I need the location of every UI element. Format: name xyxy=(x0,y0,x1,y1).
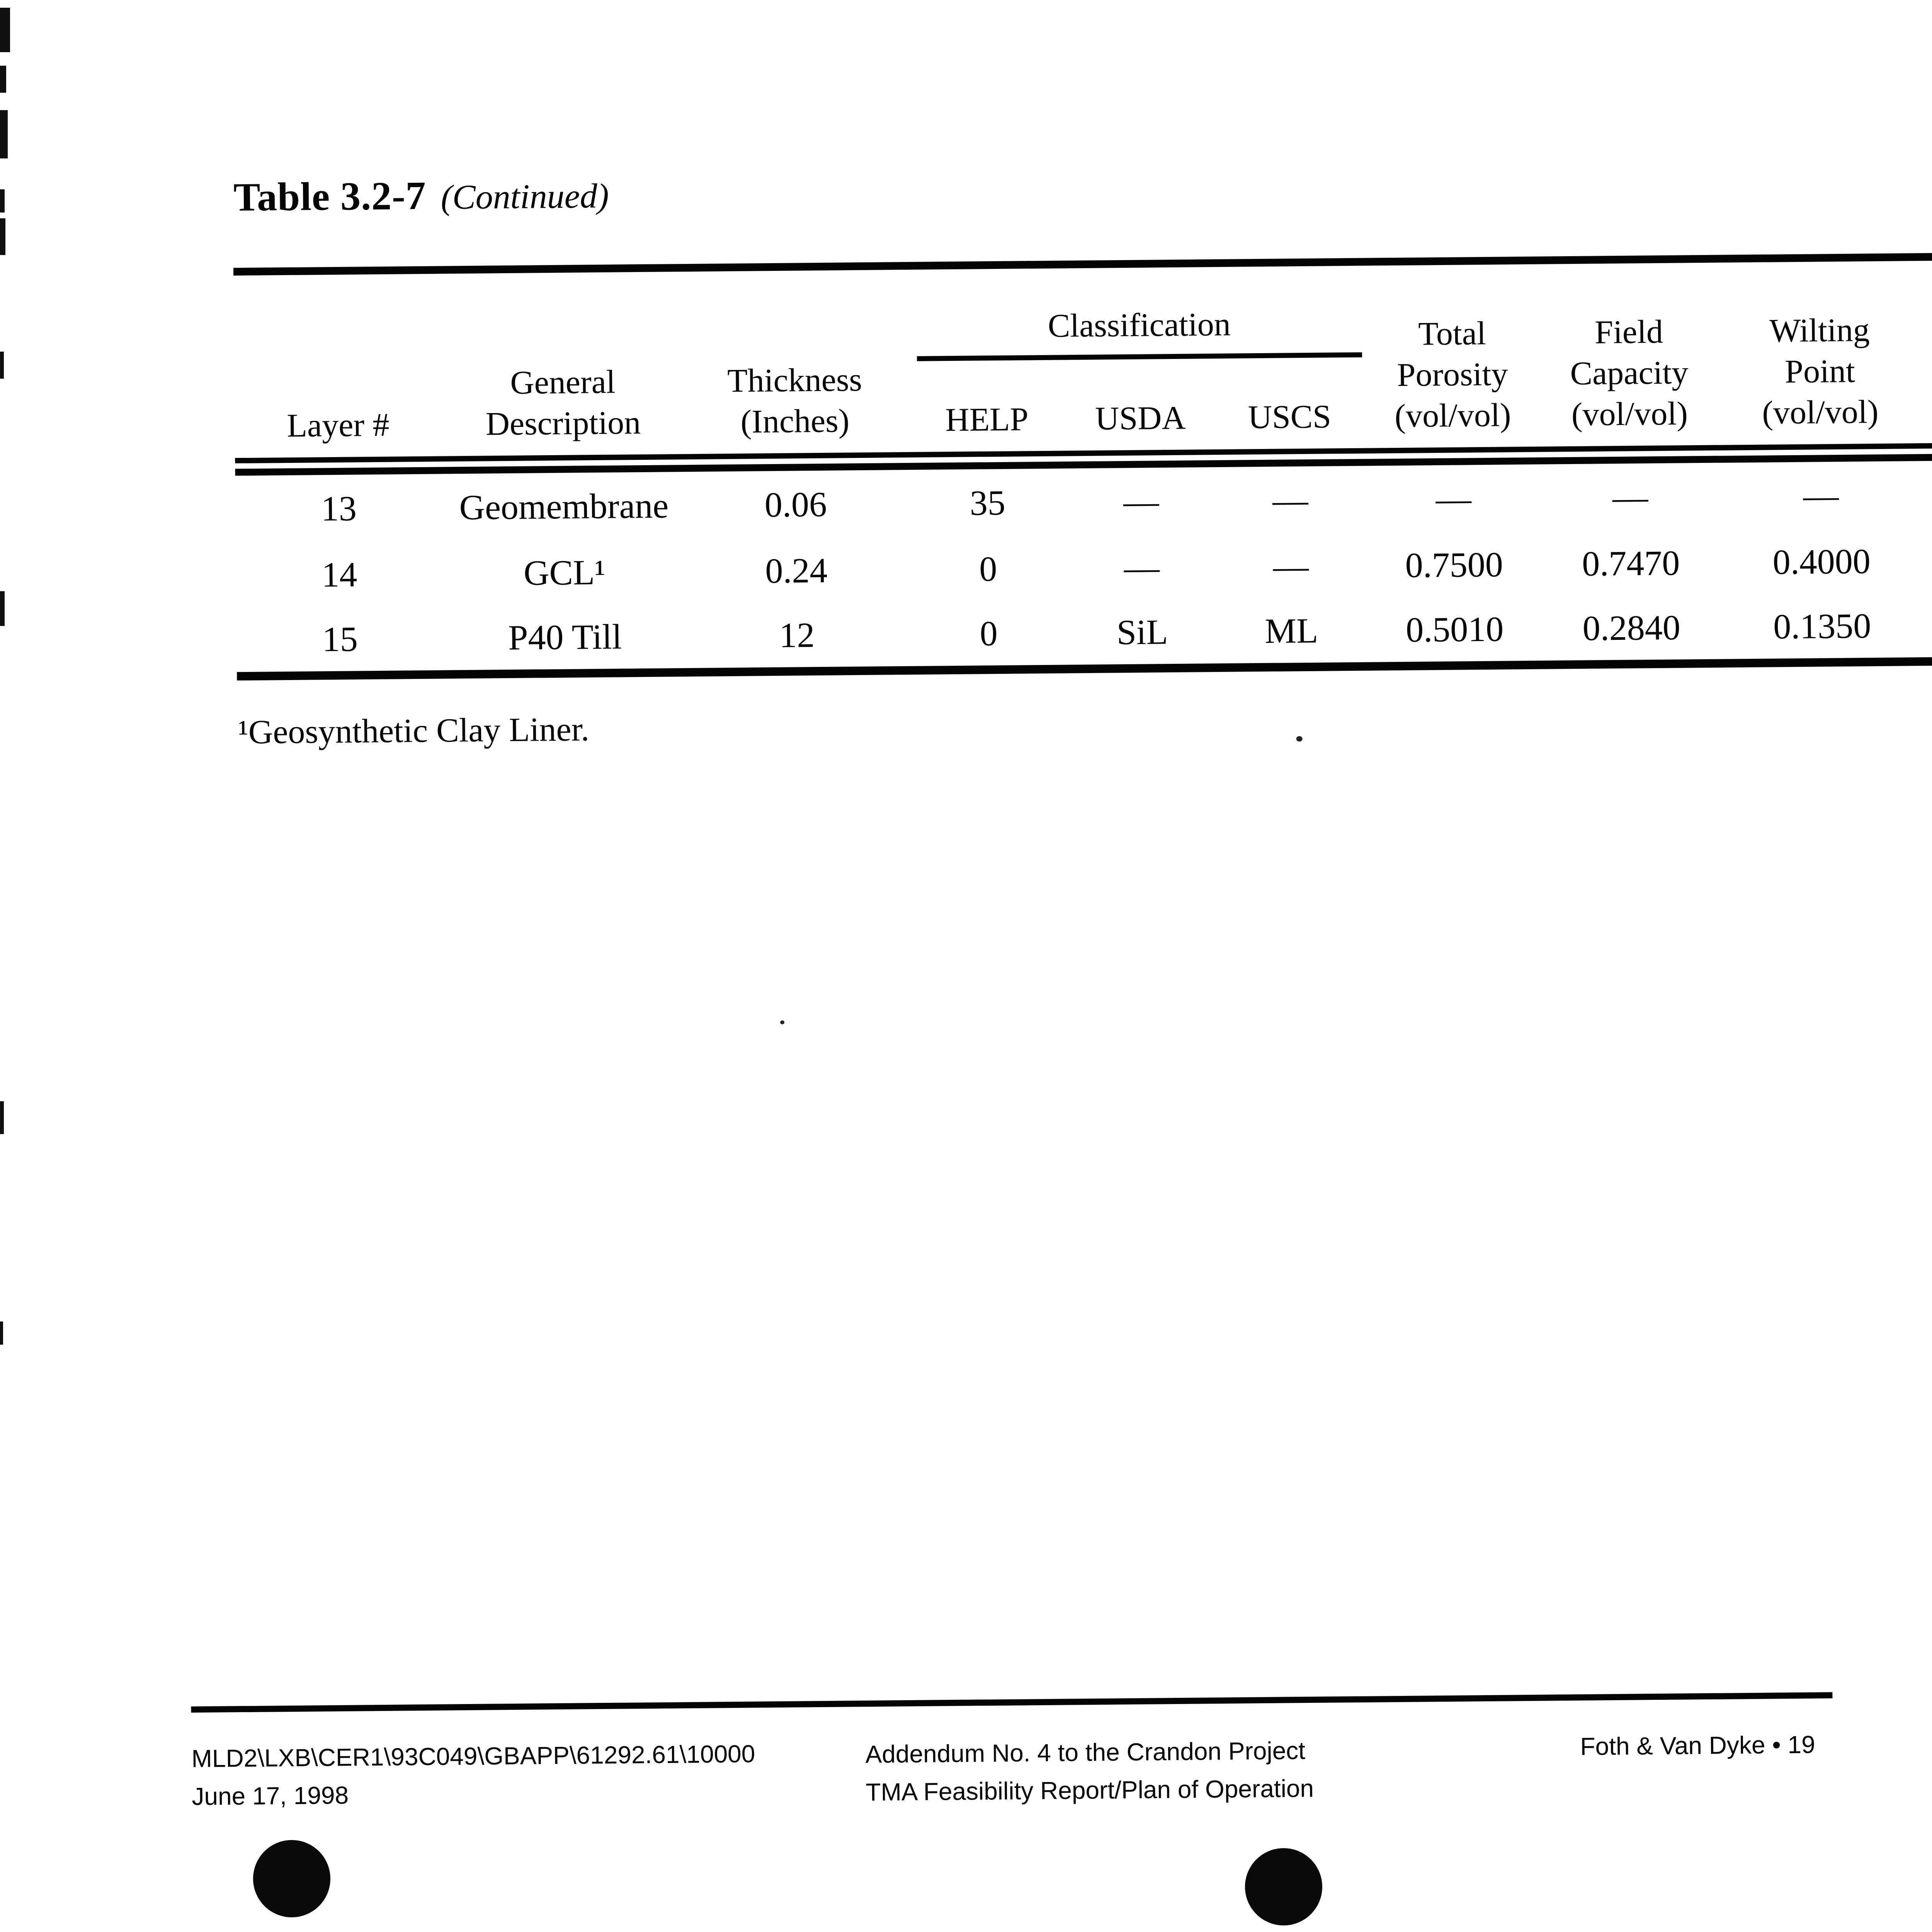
scan-mark xyxy=(0,352,4,379)
cell-field-capacity: — xyxy=(1612,477,1648,517)
footer-report-line2: TMA Feasibility Report/Plan of Operation xyxy=(866,1774,1314,1806)
cell-usda: — xyxy=(1123,481,1159,522)
cell-wilting-point: — xyxy=(1803,475,1839,515)
cell-conductivity: 2 x 10-13 xyxy=(1921,472,1932,515)
cell-wilting-point: 0.4000 xyxy=(1772,541,1871,582)
cell-help: 35 xyxy=(969,483,1006,523)
cell-description: P40 Till xyxy=(508,617,622,658)
footer-date: June 17, 1998 xyxy=(192,1781,349,1811)
scan-mark xyxy=(0,8,10,52)
cell-layer: 13 xyxy=(321,488,357,529)
scan-mark xyxy=(0,218,5,255)
cell-layer: 15 xyxy=(322,619,358,659)
cell-porosity: 0.5010 xyxy=(1405,609,1504,650)
col-header-help: HELP xyxy=(945,400,1029,439)
cell-usda: SiL xyxy=(1116,612,1168,652)
cell-layer: 14 xyxy=(321,554,357,595)
soil-layer-table: Classification Layer # General Descriptio… xyxy=(233,249,1932,685)
page-title: Table 3.2-7 xyxy=(233,173,427,220)
col-header-description: General Description xyxy=(485,363,641,442)
scan-speck xyxy=(780,1020,785,1024)
footer-rule xyxy=(191,1692,1833,1713)
footer-company-page: Foth & Van Dyke • 19 xyxy=(1580,1730,1815,1760)
col-header-field-capacity: Field Capacity (vol/vol) xyxy=(1570,313,1689,433)
cell-help: 0 xyxy=(979,549,997,589)
scan-mark xyxy=(0,1101,4,1134)
col-header-thickness: Thickness (Inches) xyxy=(727,361,862,440)
col-header-usda: USDA xyxy=(1095,399,1186,437)
col-header-total-porosity: Total Porosity (vol/vol) xyxy=(1395,314,1511,434)
cell-conductivity: 8.8 x 10-6 xyxy=(1921,538,1932,581)
cell-conductivity: 2 x 10-5 xyxy=(1922,603,1932,646)
cell-description: GCL¹ xyxy=(523,552,606,593)
page-title-row: Table 3.2-7 (Continued) xyxy=(233,171,609,220)
col-header-saturated-conductivity: SaturatedHydraulicConductivity(cm/sec) xyxy=(1919,266,1932,439)
scan-mark xyxy=(0,189,5,213)
table-body: 13 Geomembrane 0.06 35 — — — — — 2 x 10-… xyxy=(235,458,1932,671)
cell-wilting-point: 0.1350 xyxy=(1773,606,1871,646)
scan-mark xyxy=(0,1321,3,1345)
cell-thickness: 0.06 xyxy=(764,484,827,525)
hole-punch-left xyxy=(253,1840,330,1917)
hole-punch-center xyxy=(1245,1848,1322,1925)
page-title-continued: (Continued) xyxy=(440,177,609,217)
cell-help: 0 xyxy=(980,613,998,653)
scan-mark xyxy=(0,591,5,626)
footnote: ¹Geosynthetic Clay Liner. xyxy=(238,711,590,752)
footer-doc-number: MLD2\LXB\CER1\93C049\GBAPP\61292.61\1000… xyxy=(191,1740,755,1773)
cell-description: Geomembrane xyxy=(459,486,669,527)
cell-uscs: ML xyxy=(1264,611,1318,651)
footer-report-line1: Addendum No. 4 to the Crandon Project xyxy=(865,1736,1306,1769)
cell-thickness: 0.24 xyxy=(765,550,828,591)
col-header-wilting-point: Wilting Point (vol/vol) xyxy=(1762,311,1879,431)
footer-report-title-block: Addendum No. 4 to the Crandon Project TM… xyxy=(865,1731,1314,1811)
table-header-row: Layer # General Description Thickness (Inc… xyxy=(233,257,1932,453)
col-header-uscs: USCS xyxy=(1248,398,1332,436)
cell-porosity: 0.7500 xyxy=(1405,544,1503,585)
cell-field-capacity: 0.7470 xyxy=(1582,543,1680,583)
cell-porosity: — xyxy=(1435,479,1472,519)
cell-thickness: 12 xyxy=(779,615,815,655)
cell-usda: — xyxy=(1124,548,1160,588)
footer-doc-number-block: MLD2\LXB\CER1\93C049\GBAPP\61292.61\1000… xyxy=(191,1735,755,1816)
scan-mark xyxy=(0,110,8,158)
scan-mark xyxy=(0,66,6,93)
cell-uscs: — xyxy=(1272,480,1308,520)
scan-speck xyxy=(1296,736,1303,742)
col-header-layer: Layer # xyxy=(287,406,389,444)
cell-field-capacity: 0.2840 xyxy=(1582,607,1681,648)
cell-uscs: — xyxy=(1273,546,1309,586)
